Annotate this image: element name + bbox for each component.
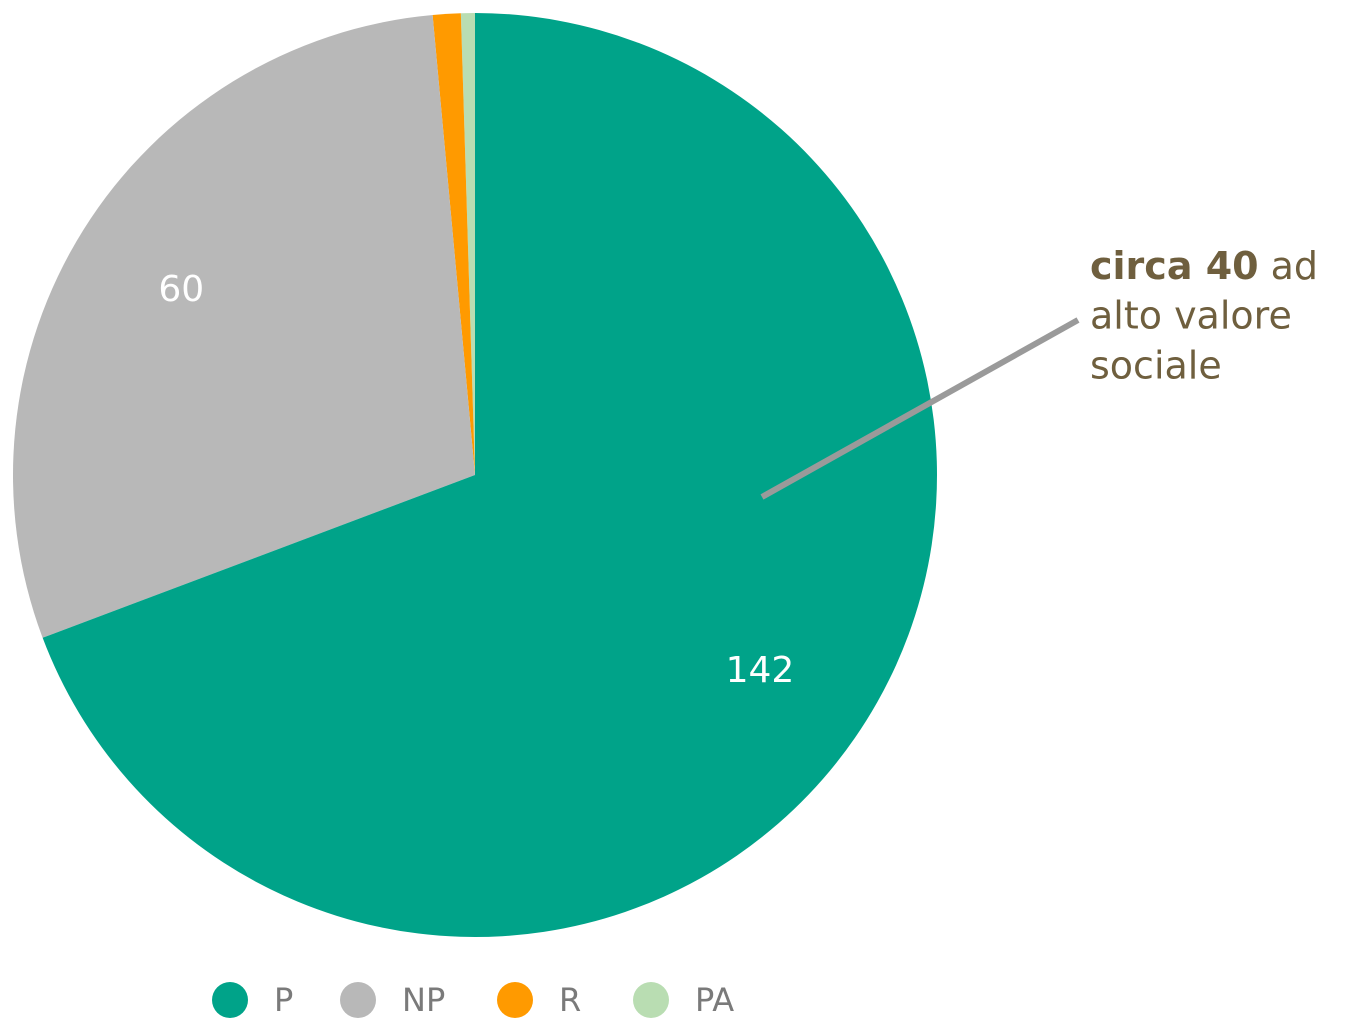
data-label: 60: [158, 269, 204, 310]
legend-marker: [340, 982, 376, 1018]
annotation-text: alto valore: [1090, 294, 1292, 338]
leader-line: [760, 317, 1080, 500]
legend-marker: [212, 982, 248, 1018]
legend-marker: [497, 982, 533, 1018]
slice: [12, 14, 476, 638]
legend-label: R: [559, 981, 581, 1019]
legend-label: NP: [402, 981, 445, 1019]
slice: [432, 13, 475, 476]
legend-label: PA: [695, 981, 734, 1019]
slice: [460, 13, 475, 475]
annotation-bold: circa 40: [1090, 244, 1259, 288]
annotation-text: sociale: [1090, 344, 1222, 388]
slice: [42, 13, 937, 937]
annotation-text: ad: [1271, 244, 1318, 288]
legend-marker: [633, 982, 669, 1018]
legend-label: P: [274, 981, 293, 1019]
data-label: 142: [726, 650, 795, 691]
annotation: circa 40 ad: [1090, 244, 1318, 288]
